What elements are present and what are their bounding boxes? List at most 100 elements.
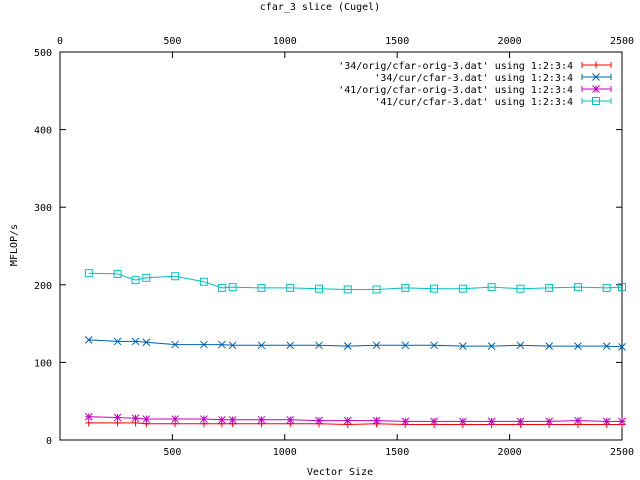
series-line [88, 339, 623, 348]
data-point [218, 415, 226, 424]
legend-label: '41/cur/cfar-3.dat' using 1:2:3:4 [374, 97, 573, 108]
data-point [401, 417, 410, 426]
x2-tick-label: 500 [163, 36, 181, 47]
x2-tick-label: 2500 [610, 36, 634, 47]
x-tick-label: 500 [163, 447, 181, 458]
data-point [228, 415, 237, 424]
data-point [257, 283, 266, 292]
plot-frame [59, 51, 623, 441]
data-point [516, 341, 525, 350]
legend-entry: '41/orig/cfar-orig-3.dat' using 1:2:3:4 [338, 85, 612, 96]
data-point [218, 340, 226, 349]
data-point [573, 283, 582, 292]
series-4 [84, 269, 626, 294]
legend-marker [592, 85, 600, 93]
data-point [171, 340, 179, 349]
data-point [113, 413, 122, 422]
x2-tick-label: 2000 [498, 36, 522, 47]
x2-tick-label: 1500 [385, 36, 409, 47]
data-point [84, 336, 93, 344]
data-point [228, 341, 237, 350]
y-tick-label: 0 [46, 436, 52, 447]
legend-marker [592, 73, 600, 81]
legend-label: '34/cur/cfar-3.dat' using 1:2:3:4 [374, 73, 573, 84]
x2-tick-label: 0 [57, 36, 63, 47]
legend: '34/orig/cfar-orig-3.dat' using 1:2:3:4'… [338, 61, 612, 108]
data-point [84, 269, 93, 278]
data-point [257, 341, 266, 350]
series-layer [84, 269, 626, 428]
data-point [131, 276, 140, 285]
data-point [458, 342, 467, 350]
x-tick-label: 1500 [385, 447, 409, 458]
y-axis-label: MFLOP/s [9, 224, 20, 266]
series-line [88, 422, 622, 426]
data-point [142, 415, 151, 423]
data-point [286, 283, 295, 292]
x2-tick-label: 1000 [273, 36, 297, 47]
data-point [257, 415, 266, 424]
data-point [430, 284, 439, 293]
data-point [574, 342, 582, 350]
series-line [88, 416, 622, 422]
data-point [286, 341, 295, 350]
data-point [516, 284, 525, 293]
legend-entry: '41/cur/cfar-3.dat' using 1:2:3:4 [374, 97, 612, 108]
legend-label: '34/orig/cfar-orig-3.dat' using 1:2:3:4 [338, 61, 573, 72]
legend-label: '41/orig/cfar-orig-3.dat' using 1:2:3:4 [338, 85, 573, 96]
data-point [200, 340, 208, 349]
y-tick-label: 500 [34, 48, 52, 59]
x-tick-label: 2000 [498, 447, 522, 458]
data-point [574, 416, 582, 425]
y-tick-label: 200 [34, 281, 52, 292]
data-point [286, 415, 295, 424]
data-point [85, 419, 93, 427]
data-point [401, 341, 410, 350]
data-point [372, 416, 381, 425]
data-point [171, 272, 180, 281]
data-point [113, 269, 122, 278]
data-point [343, 342, 352, 350]
data-point [200, 415, 208, 423]
data-point [113, 337, 122, 346]
data-point [314, 284, 323, 293]
data-point [487, 417, 496, 426]
x-axis-label: Vector Size [307, 467, 373, 478]
data-point [618, 283, 626, 292]
data-point [131, 337, 140, 346]
data-point [545, 283, 554, 292]
data-point [487, 283, 496, 292]
data-point [618, 417, 626, 426]
data-point [84, 412, 93, 421]
data-point [142, 338, 151, 347]
data-point [131, 414, 140, 423]
data-point [545, 342, 554, 350]
series-2 [84, 336, 626, 351]
data-point [401, 283, 410, 292]
x-tick-label: 1000 [273, 447, 297, 458]
series-3 [84, 412, 626, 426]
y-tick-label: 300 [34, 203, 52, 214]
data-point [602, 417, 611, 426]
legend-marker [592, 61, 600, 69]
data-point [199, 277, 208, 286]
legend-entry: '34/cur/cfar-3.dat' using 1:2:3:4 [374, 73, 612, 84]
data-point [545, 417, 554, 426]
data-point [315, 416, 323, 425]
legend-marker [592, 97, 600, 105]
data-point [487, 342, 496, 350]
data-point [228, 283, 237, 292]
x-tick-label: 2500 [610, 447, 634, 458]
data-point [343, 285, 352, 294]
data-point [602, 342, 611, 350]
data-point [343, 416, 352, 425]
data-point [217, 283, 226, 292]
data-point [142, 273, 151, 282]
data-point [171, 415, 179, 423]
y-tick-label: 400 [34, 126, 52, 137]
data-point [372, 285, 381, 294]
data-point [458, 284, 467, 293]
data-point [372, 341, 381, 350]
axes: 0 100 200 300 400 500 500 1000 1500 2000 2500 0 500 1… [34, 36, 634, 458]
